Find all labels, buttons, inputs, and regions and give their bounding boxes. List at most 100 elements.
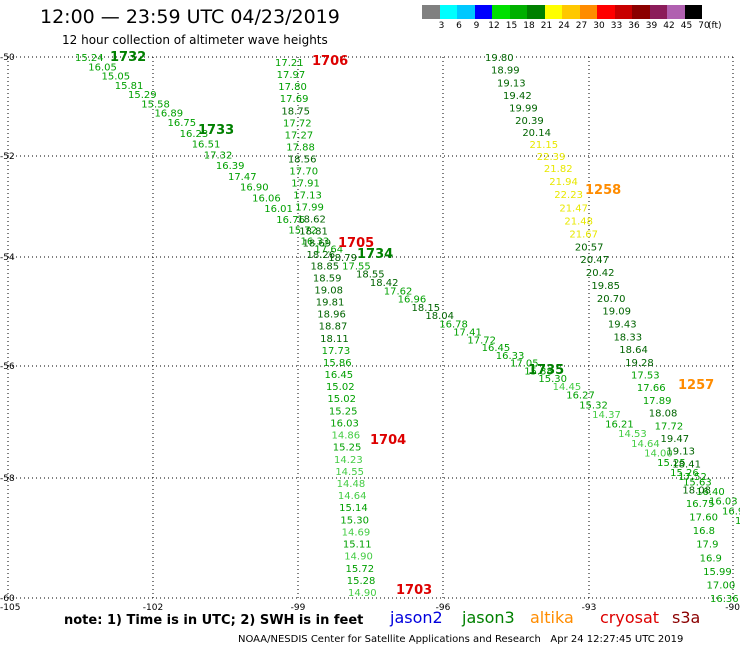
swh-value: 18.33 <box>613 332 642 343</box>
legend-swatch <box>562 5 580 19</box>
swh-value: 18.99 <box>491 66 520 77</box>
latitude-tick-label: -60 <box>0 594 15 604</box>
swh-value: 17.9 <box>696 540 718 551</box>
swh-value: 15.63 <box>683 477 712 488</box>
swh-value: 16.97 <box>722 506 740 517</box>
swh-value: 18.04 <box>425 311 454 322</box>
swh-value: 15.29 <box>128 90 157 101</box>
legend-swatch <box>667 5 685 19</box>
swh-value: 15.72 <box>288 226 317 237</box>
longitude-tick-label: -96 <box>436 603 451 613</box>
swh-value: 18.75 <box>281 106 310 117</box>
swh-value: 16.03 <box>330 418 359 429</box>
swh-value: 19.47 <box>661 434 690 445</box>
swh-value: 15.02 <box>326 382 355 393</box>
swh-value: 16.89 <box>155 109 184 120</box>
swh-value: 15.24 <box>75 53 104 64</box>
swh-value: 14.23 <box>334 455 363 466</box>
swh-value: 21.15 <box>530 140 559 151</box>
swh-value: 19.43 <box>608 320 637 331</box>
legend-swatch <box>474 5 492 19</box>
swh-value: 18.87 <box>319 322 348 333</box>
swh-value: 17.52 <box>678 472 707 483</box>
swh-value: 17.62 <box>384 286 413 297</box>
swh-value: 16.36 <box>710 594 739 605</box>
longitude-tick-label: -105 <box>0 603 20 613</box>
swh-value: 16.33 <box>496 351 525 362</box>
swh-value: 14.53 <box>618 429 647 440</box>
swh-value: 16.03 <box>709 497 738 508</box>
legend-ticks: 3 6 9 12 15 18 21 24 27 30 33 36 39 42 45 70 <box>422 19 710 33</box>
swh-value: 16.78 <box>439 320 468 331</box>
swh-value: 17.21 <box>275 58 304 69</box>
swh-value: 20.14 <box>522 128 551 139</box>
swh-value: 17.47 <box>228 172 257 183</box>
swh-value: 18.59 <box>313 273 342 284</box>
latitude-tick-label: -56 <box>0 362 15 372</box>
swh-value: 17.66 <box>637 383 666 394</box>
swh-value: 16.45 <box>324 370 353 381</box>
swh-value: 18.64 <box>619 345 648 356</box>
swh-value: 17.69 <box>280 94 309 105</box>
swh-value: 17.27 <box>285 130 314 141</box>
pass-time-label: 1706 <box>312 54 348 69</box>
swh-value: 15.14 <box>339 503 368 514</box>
longitude-tick-label: -93 <box>582 603 597 613</box>
swh-value: 16.9 <box>700 553 722 564</box>
swh-value: 21.94 <box>549 177 578 188</box>
swh-value: 16.40 <box>696 487 725 498</box>
swh-value: 15.99 <box>703 567 732 578</box>
swh-value: 21.67 <box>569 229 598 240</box>
swh-value: 17.60 <box>689 513 718 524</box>
swh-value: 14.48 <box>337 479 366 490</box>
swh-value: 20.47 <box>580 255 609 266</box>
swh-value: 19.08 <box>314 285 343 296</box>
swh-value: 14.86 <box>332 431 361 442</box>
swh-value: 18.41 <box>672 459 701 470</box>
swh-value: 17.70 <box>289 167 318 178</box>
pass-time-label: 1704 <box>370 433 406 448</box>
legend-swatch <box>579 5 597 19</box>
legend-swatch <box>597 5 615 19</box>
swh-value: 15.05 <box>102 72 131 83</box>
swh-value: 21.48 <box>564 216 593 227</box>
swh-value: 14.69 <box>342 527 371 538</box>
swh-value: 20.57 <box>575 242 604 253</box>
swh-value: 15.86 <box>323 358 352 369</box>
chart-subtitle: 12 hour collection of altimeter wave hei… <box>62 33 328 47</box>
swh-value: 19.13 <box>666 447 695 458</box>
units-note: note: 1) Time is in UTC; 2) SWH is in fe… <box>64 613 364 628</box>
legend-swatch <box>492 5 510 19</box>
swh-value: 16.75 <box>168 118 197 129</box>
swh-value: 15.30 <box>340 515 369 526</box>
swh-value: 19.99 <box>509 104 538 115</box>
swh-value: 18.08 <box>682 485 711 496</box>
legend-swatch <box>544 5 562 19</box>
swh-value: 15.11 <box>343 540 372 551</box>
legend-tick-label: 39 <box>645 21 658 31</box>
swh-value: 14.90 <box>344 552 373 563</box>
axis-ticks: -105 -102 -99 -96 -93 -90 -50 -52 -54 -56 -58 -60 <box>0 53 740 613</box>
swh-value: 14.37 <box>592 410 621 421</box>
swh-value: 17.72 <box>467 335 496 346</box>
swh-value: 15.72 <box>345 564 374 575</box>
legend-swatch <box>457 5 475 19</box>
pass-time-label: 1705 <box>338 236 374 251</box>
swh-value: 18.81 <box>299 227 328 238</box>
swh-value: 14.64 <box>338 491 367 502</box>
swh-value: 17.72 <box>283 118 312 129</box>
swh-value: 17.00 <box>707 580 736 591</box>
swh-value: 20.70 <box>597 294 626 305</box>
legend-tick-label: 70 <box>698 21 710 31</box>
satellite-altika-label: altika <box>530 608 574 627</box>
legend-tick-label: 3 <box>438 21 445 31</box>
swh-value: 16.33 <box>301 236 330 247</box>
swh-value: 14.45 <box>553 382 582 393</box>
swh-value: 15.32 <box>579 400 608 411</box>
swh-value: 18.85 <box>310 261 339 272</box>
legend-swatch <box>509 5 527 19</box>
swh-value: 17.89 <box>643 396 672 407</box>
swh-value: 16.75 <box>686 499 715 510</box>
swh-value: 15.30 <box>538 374 567 385</box>
